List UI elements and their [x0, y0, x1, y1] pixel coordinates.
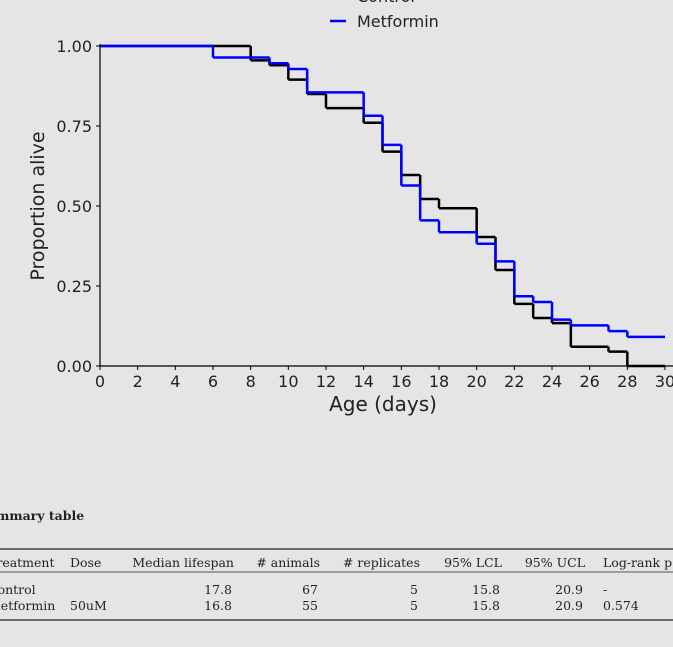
- table-header: Median lifespan: [132, 555, 234, 570]
- x-tick-label: 2: [133, 372, 143, 391]
- y-tick-label: 0.50: [56, 197, 92, 216]
- table-header: Treatment: [0, 555, 55, 570]
- table-cell: -: [603, 582, 607, 597]
- x-tick-label: 24: [542, 372, 562, 391]
- table-header: # animals: [256, 555, 320, 570]
- x-tick-label: 22: [504, 372, 524, 391]
- table-cell: Metformin: [0, 598, 55, 613]
- table-cell: 5: [410, 582, 418, 597]
- x-tick-label: 0: [95, 372, 105, 391]
- table-title: Summary table: [0, 508, 84, 523]
- table-header: Log-rank p: [603, 555, 672, 570]
- x-tick-label: 12: [316, 372, 336, 391]
- table-cell: 15.8: [472, 582, 500, 597]
- x-tick-label: 4: [170, 372, 180, 391]
- x-tick-label: 16: [391, 372, 411, 391]
- y-tick-label: 0.75: [56, 117, 92, 136]
- legend-label: Control: [357, 0, 415, 6]
- table-header: 95% UCL: [525, 555, 585, 570]
- y-tick-label: 1.00: [56, 37, 92, 56]
- table-header: 95% LCL: [444, 555, 502, 570]
- y-tick-label: 0.25: [56, 277, 92, 296]
- x-tick-label: 8: [246, 372, 256, 391]
- x-tick-label: 30: [655, 372, 673, 391]
- table-cell: 20.9: [555, 598, 583, 613]
- table-cell: 17.8: [204, 582, 232, 597]
- table-cell: 50uM: [70, 598, 107, 613]
- table-cell: 5: [410, 598, 418, 613]
- table-header: Dose: [70, 555, 101, 570]
- table-cell: 55: [302, 598, 318, 613]
- y-axis-label: Proportion alive: [27, 131, 49, 280]
- x-tick-label: 6: [208, 372, 218, 391]
- legend-label: Metformin: [357, 12, 439, 31]
- x-axis-label: Age (days): [329, 392, 437, 416]
- table-cell: 67: [302, 582, 318, 597]
- table-cell: 0.574: [603, 598, 639, 613]
- x-tick-label: 28: [617, 372, 637, 391]
- x-tick-label: 10: [278, 372, 298, 391]
- y-tick-label: 0.00: [56, 357, 92, 376]
- table-cell: Control: [0, 582, 36, 597]
- table-cell: 16.8: [204, 598, 232, 613]
- table-header: # replicates: [343, 555, 420, 570]
- x-tick-label: 26: [579, 372, 599, 391]
- table-cell: 15.8: [472, 598, 500, 613]
- x-tick-label: 14: [353, 372, 373, 391]
- x-tick-label: 18: [429, 372, 449, 391]
- x-tick-label: 20: [466, 372, 486, 391]
- table-cell: 20.9: [555, 582, 583, 597]
